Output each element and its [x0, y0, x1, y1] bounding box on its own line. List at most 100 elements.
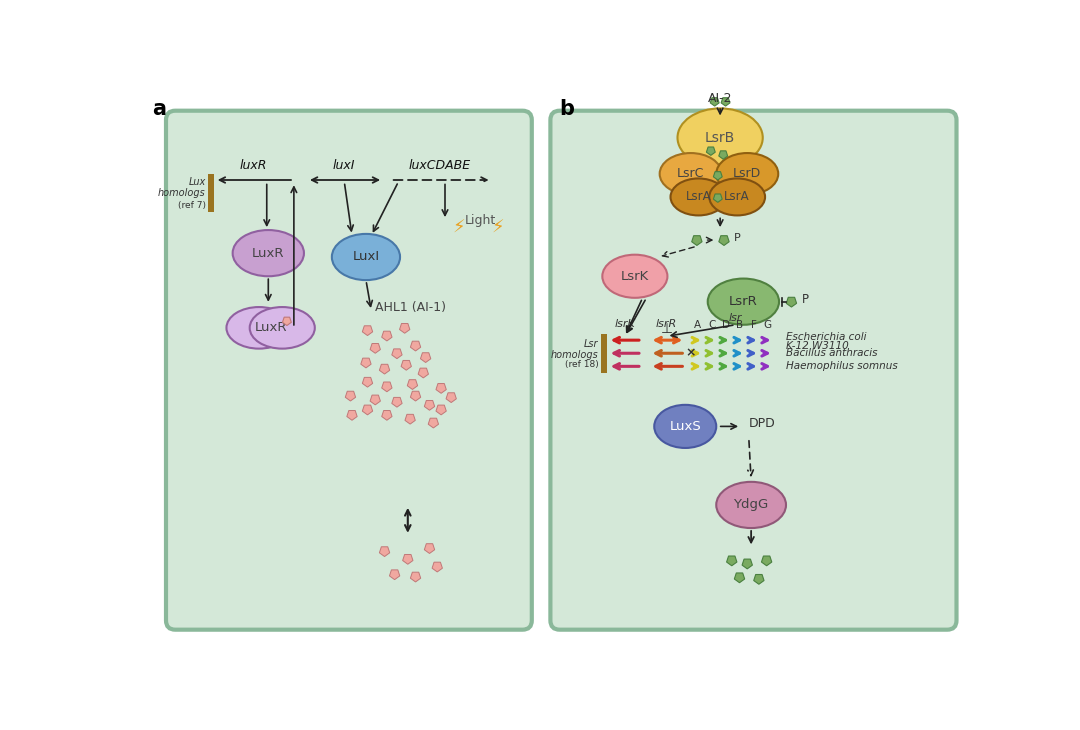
Polygon shape: [719, 151, 728, 159]
Polygon shape: [734, 573, 744, 583]
Polygon shape: [424, 544, 434, 553]
Text: P: P: [801, 293, 809, 306]
Polygon shape: [381, 331, 392, 341]
Polygon shape: [392, 397, 402, 407]
Polygon shape: [410, 572, 421, 582]
Text: F: F: [751, 320, 756, 330]
Text: DPD: DPD: [748, 417, 775, 430]
Polygon shape: [410, 341, 421, 351]
Ellipse shape: [677, 108, 762, 167]
FancyBboxPatch shape: [166, 111, 531, 630]
Text: LsrC: LsrC: [677, 167, 704, 180]
Polygon shape: [400, 323, 409, 333]
Polygon shape: [691, 236, 702, 245]
Polygon shape: [381, 410, 392, 420]
Polygon shape: [436, 383, 446, 393]
Polygon shape: [407, 380, 418, 389]
Polygon shape: [347, 410, 357, 420]
Text: LsrB: LsrB: [705, 131, 735, 145]
Polygon shape: [714, 172, 723, 180]
Polygon shape: [410, 391, 421, 401]
Polygon shape: [754, 575, 764, 584]
Text: Lux
homologs: Lux homologs: [158, 177, 205, 199]
Text: D: D: [721, 320, 730, 330]
Ellipse shape: [707, 279, 779, 325]
Polygon shape: [761, 556, 772, 566]
Polygon shape: [721, 98, 730, 106]
Text: LuxS: LuxS: [670, 420, 701, 433]
Text: Light: Light: [464, 215, 496, 227]
Ellipse shape: [671, 178, 727, 215]
Text: luxI: luxI: [333, 158, 355, 172]
Polygon shape: [363, 405, 373, 415]
Polygon shape: [432, 562, 443, 572]
Polygon shape: [418, 368, 429, 378]
Bar: [600, 334, 607, 372]
Polygon shape: [786, 297, 797, 307]
Text: Haemophilus somnus: Haemophilus somnus: [786, 361, 897, 372]
Polygon shape: [363, 326, 373, 336]
Text: ⊥: ⊥: [661, 323, 673, 337]
Text: lsrR: lsrR: [656, 320, 677, 329]
Text: LuxI: LuxI: [352, 250, 379, 264]
Text: lsrK: lsrK: [615, 320, 635, 329]
Ellipse shape: [660, 153, 721, 195]
Polygon shape: [361, 358, 372, 368]
Text: C: C: [707, 320, 715, 330]
Text: LsrD: LsrD: [733, 167, 761, 180]
Polygon shape: [719, 236, 729, 245]
Text: luxR: luxR: [239, 158, 267, 172]
Polygon shape: [742, 559, 753, 569]
Polygon shape: [446, 393, 457, 402]
Polygon shape: [714, 194, 723, 202]
Text: LuxR: LuxR: [252, 247, 284, 260]
Text: AHL1 (AI-1): AHL1 (AI-1): [375, 301, 446, 314]
Polygon shape: [363, 377, 373, 387]
Ellipse shape: [332, 234, 400, 280]
FancyBboxPatch shape: [551, 111, 957, 630]
Polygon shape: [390, 570, 400, 580]
Text: LsrA: LsrA: [725, 191, 750, 204]
Polygon shape: [727, 556, 737, 566]
Text: YdgG: YdgG: [733, 499, 769, 512]
Text: LsrR: LsrR: [729, 295, 758, 308]
Polygon shape: [379, 364, 390, 374]
Polygon shape: [424, 401, 434, 410]
Text: (ref 7): (ref 7): [177, 201, 205, 210]
Text: K-12 W3110: K-12 W3110: [786, 341, 849, 350]
Text: LsrA: LsrA: [686, 191, 712, 204]
Polygon shape: [392, 349, 402, 358]
Text: AI-2: AI-2: [707, 92, 732, 105]
Polygon shape: [401, 361, 411, 370]
Ellipse shape: [249, 307, 314, 349]
Text: a: a: [152, 99, 166, 119]
Text: G: G: [764, 320, 771, 330]
Ellipse shape: [716, 482, 786, 528]
Text: (ref 18): (ref 18): [565, 361, 598, 369]
Text: luxCDABE: luxCDABE: [408, 158, 471, 172]
Polygon shape: [428, 418, 438, 428]
Ellipse shape: [654, 405, 716, 448]
Polygon shape: [370, 344, 380, 353]
Ellipse shape: [716, 153, 779, 195]
Polygon shape: [403, 555, 413, 564]
Polygon shape: [711, 98, 719, 106]
Ellipse shape: [227, 307, 292, 349]
Polygon shape: [706, 147, 715, 155]
Text: ⚡: ⚡: [491, 219, 504, 237]
Text: lsr: lsr: [729, 313, 742, 323]
Polygon shape: [420, 353, 431, 363]
Text: Bacillus anthracis: Bacillus anthracis: [786, 348, 877, 358]
Text: ×: ×: [686, 346, 696, 359]
Ellipse shape: [603, 255, 667, 298]
Ellipse shape: [232, 230, 303, 276]
Text: LsrK: LsrK: [621, 270, 649, 283]
Text: Escherichia coli: Escherichia coli: [786, 332, 866, 342]
Ellipse shape: [710, 178, 765, 215]
Text: LuxR: LuxR: [255, 321, 287, 334]
Text: P: P: [734, 233, 741, 243]
Polygon shape: [346, 391, 355, 401]
Text: Lsr
homologs: Lsr homologs: [551, 339, 598, 360]
Text: ⚡: ⚡: [453, 219, 465, 237]
Polygon shape: [379, 547, 390, 556]
